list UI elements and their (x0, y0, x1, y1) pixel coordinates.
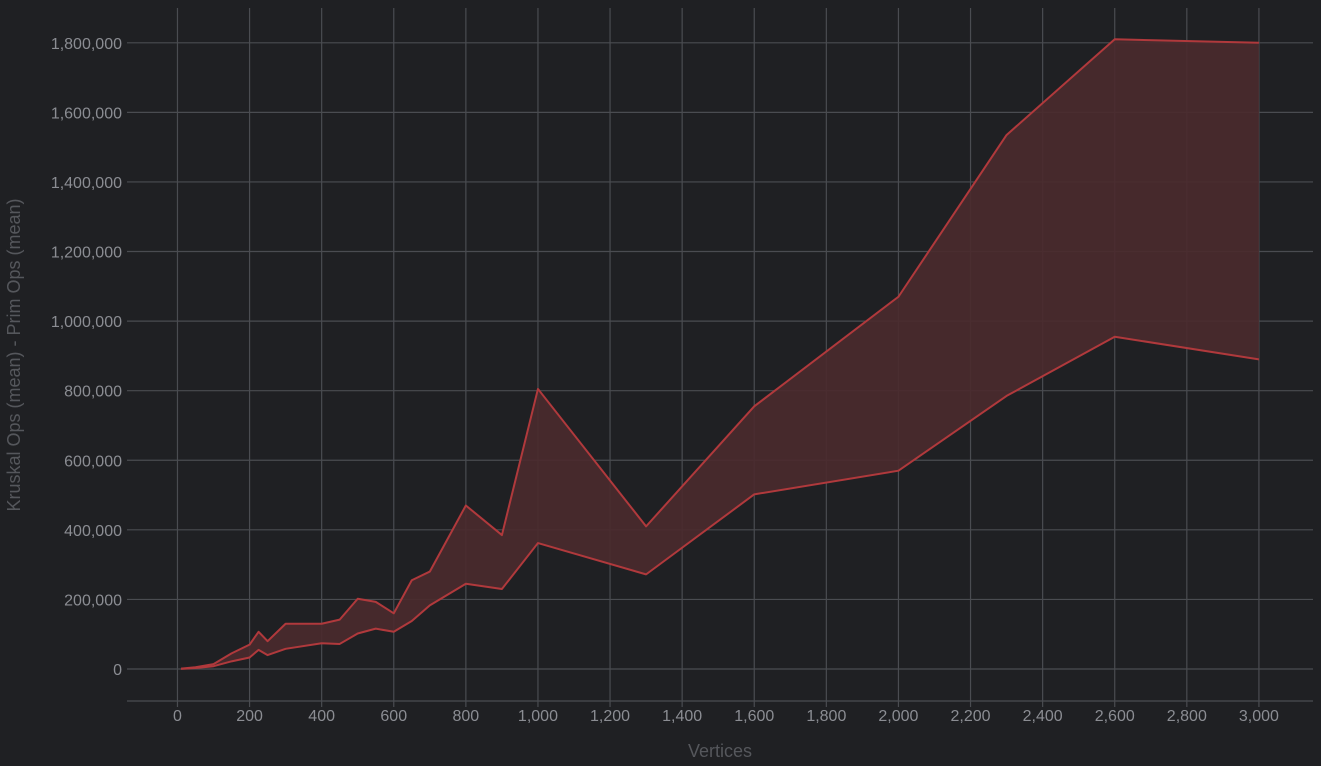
x-tick-label: 2,000 (878, 708, 918, 725)
x-tick-label: 1,600 (734, 708, 774, 725)
upper-line (180, 38, 1259, 670)
y-tick-label: 1,600,000 (51, 105, 122, 122)
x-axis-title: Vertices (688, 741, 752, 761)
lower-line (181, 335, 1260, 670)
y-axis-ticks: 0 200,000 400,000 600,000 800,000 1,000,000 1,… (51, 36, 122, 679)
x-tick-label: 400 (308, 708, 335, 725)
y-tick-label: 1,800,000 (51, 36, 122, 53)
y-tick-label: 600,000 (64, 453, 122, 470)
x-tick-label: 800 (453, 708, 480, 725)
x-tick-label: 1,200 (590, 708, 630, 725)
x-tick-label: 0 (173, 708, 182, 725)
x-tick-label: 2,400 (1023, 708, 1063, 725)
y-tick-label: 1,400,000 (51, 175, 122, 192)
series-lines (180, 38, 1260, 670)
band (181, 39, 1259, 669)
x-tick-label: 2,600 (1095, 708, 1135, 725)
x-tick-label: 1,000 (518, 708, 558, 725)
x-axis-ticks: 0 200 400 600 800 1,000 1,200 1,400 1,600 1,800 2,… (173, 708, 1279, 725)
x-tick-label: 3,000 (1239, 708, 1279, 725)
x-tick-label: 1,800 (806, 708, 846, 725)
x-tick-label: 1,400 (662, 708, 702, 725)
y-tick-label: 800,000 (64, 384, 122, 401)
y-tick-label: 200,000 (64, 592, 122, 609)
x-tick-label: 600 (380, 708, 407, 725)
x-tick-label: 200 (236, 708, 263, 725)
y-tick-label: 0 (113, 662, 122, 679)
y-tick-label: 400,000 (64, 523, 122, 540)
x-tick-label: 2,800 (1167, 708, 1207, 725)
grid (127, 8, 1313, 707)
y-tick-label: 1,200,000 (51, 245, 122, 262)
x-tick-label: 2,200 (951, 708, 991, 725)
range-band (181, 39, 1259, 669)
y-axis-title: Kruskal Ops (mean) - Prim Ops (mean) (4, 198, 24, 511)
y-tick-label: 1,000,000 (51, 314, 122, 331)
